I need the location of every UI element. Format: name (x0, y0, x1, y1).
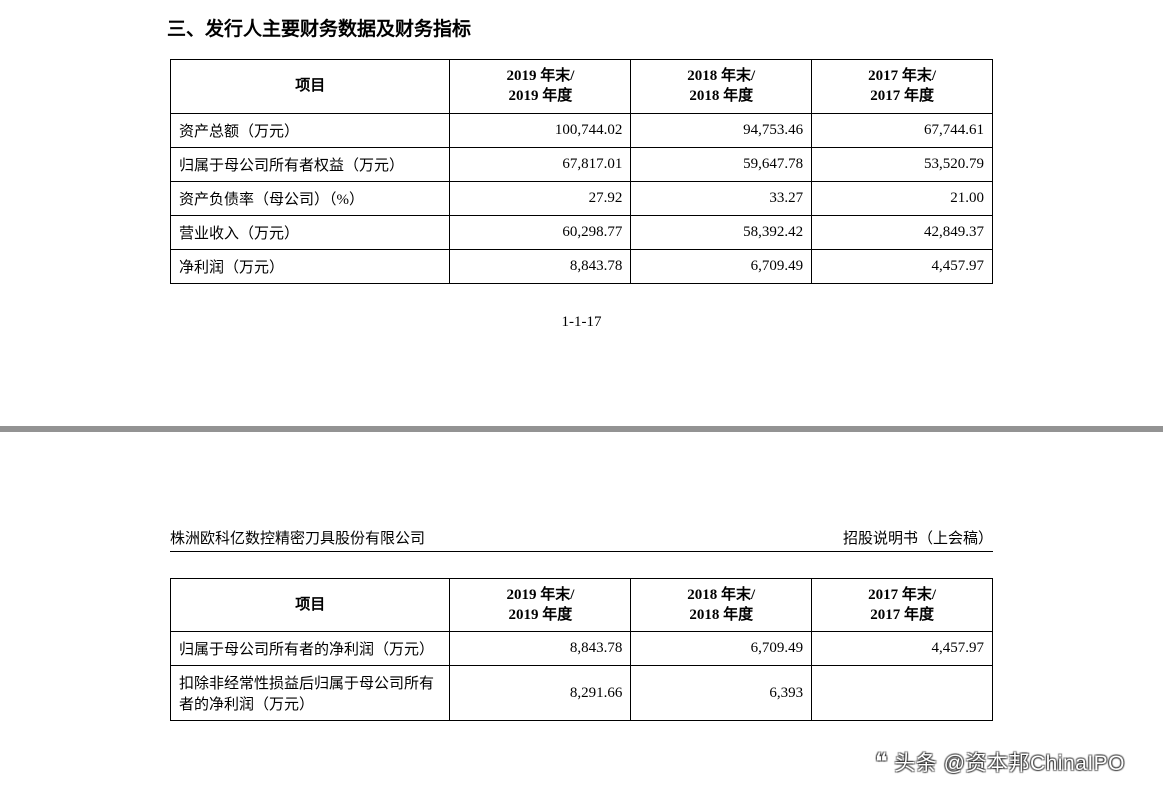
table-row: 营业收入（万元） 60,298.77 58,392.42 42,849.37 (171, 215, 993, 249)
col-header: 2017 年末/ 2017 年度 (812, 60, 993, 114)
cell: 100,744.02 (450, 113, 631, 147)
cell: 6,709.49 (631, 632, 812, 666)
quote-icon: ❝ (875, 748, 888, 777)
cell: 59,647.78 (631, 147, 812, 181)
row-label: 扣除非经常性损益后归属于母公司所有者的净利润（万元） (171, 666, 450, 721)
table-row: 净利润（万元） 8,843.78 6,709.49 4,457.97 (171, 249, 993, 283)
cell: 21.00 (812, 181, 993, 215)
col-header: 项目 (171, 60, 450, 114)
cell: 4,457.97 (812, 632, 993, 666)
table-header-row: 项目 2019 年末/ 2019 年度 2018 年末/ 2018 年度 201… (171, 578, 993, 632)
table-row: 资产总额（万元） 100,744.02 94,753.46 67,744.61 (171, 113, 993, 147)
cell: 67,744.61 (812, 113, 993, 147)
cell: 94,753.46 (631, 113, 812, 147)
cell: 8,291.66 (450, 666, 631, 721)
section-title: 三、发行人主要财务数据及财务指标 (167, 14, 993, 41)
col-header: 2018 年末/ 2018 年度 (631, 60, 812, 114)
cell: 53,520.79 (812, 147, 993, 181)
col-header: 项目 (171, 578, 450, 632)
cell: 58,392.42 (631, 215, 812, 249)
cell: 42,849.37 (812, 215, 993, 249)
financial-table-2: 项目 2019 年末/ 2019 年度 2018 年末/ 2018 年度 201… (170, 578, 993, 722)
page-number: 1-1-17 (170, 314, 993, 331)
document-header: 株洲欧科亿数控精密刀具股份有限公司 招股说明书（上会稿） (170, 527, 993, 552)
company-name: 株洲欧科亿数控精密刀具股份有限公司 (170, 527, 425, 548)
cell: 60,298.77 (450, 215, 631, 249)
table-row: 资产负债率（母公司）（%） 27.92 33.27 21.00 (171, 181, 993, 215)
row-label: 归属于母公司所有者权益（万元） (171, 147, 450, 181)
col-header: 2019 年末/ 2019 年度 (450, 60, 631, 114)
col-header: 2017 年末/ 2017 年度 (812, 578, 993, 632)
watermark: ❝ 头条 @资本邦ChinaIPO (875, 747, 1125, 777)
table-row: 归属于母公司所有者权益（万元） 67,817.01 59,647.78 53,5… (171, 147, 993, 181)
cell: 6,709.49 (631, 249, 812, 283)
financial-table-1: 项目 2019 年末/ 2019 年度 2018 年末/ 2018 年度 201… (170, 59, 993, 284)
row-label: 营业收入（万元） (171, 215, 450, 249)
cell: 67,817.01 (450, 147, 631, 181)
row-label: 归属于母公司所有者的净利润（万元） (171, 632, 450, 666)
table-row: 归属于母公司所有者的净利润（万元） 8,843.78 6,709.49 4,45… (171, 632, 993, 666)
table-header-row: 项目 2019 年末/ 2019 年度 2018 年末/ 2018 年度 201… (171, 60, 993, 114)
row-label: 净利润（万元） (171, 249, 450, 283)
document-label: 招股说明书（上会稿） (843, 527, 993, 548)
cell (812, 666, 993, 721)
cell: 6,393 (631, 666, 812, 721)
watermark-text: 头条 @资本邦ChinaIPO (894, 747, 1125, 777)
cell: 27.92 (450, 181, 631, 215)
cell: 33.27 (631, 181, 812, 215)
col-header: 2019 年末/ 2019 年度 (450, 578, 631, 632)
cell: 8,843.78 (450, 632, 631, 666)
row-label: 资产负债率（母公司）（%） (171, 181, 450, 215)
cell: 8,843.78 (450, 249, 631, 283)
row-label: 资产总额（万元） (171, 113, 450, 147)
col-header: 2018 年末/ 2018 年度 (631, 578, 812, 632)
page-divider (0, 426, 1163, 432)
cell: 4,457.97 (812, 249, 993, 283)
table-row: 扣除非经常性损益后归属于母公司所有者的净利润（万元） 8,291.66 6,39… (171, 666, 993, 721)
